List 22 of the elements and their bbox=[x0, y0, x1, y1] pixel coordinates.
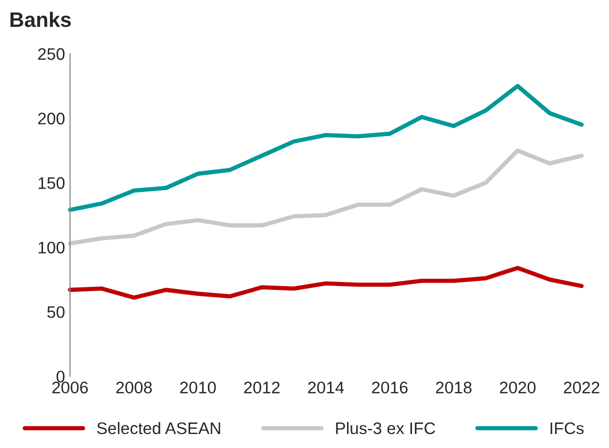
y-tick-label: 150 bbox=[38, 177, 65, 189]
y-tick-label: 250 bbox=[38, 48, 65, 60]
x-tick-label: 2016 bbox=[372, 382, 408, 394]
x-tick-label: 2018 bbox=[436, 382, 472, 394]
x-tick-label: 2012 bbox=[244, 382, 280, 394]
x-tick-label: 2008 bbox=[116, 382, 152, 394]
x-tick-label: 2014 bbox=[308, 382, 344, 394]
x-tick-label: 2020 bbox=[500, 382, 536, 394]
x-tick-label: 2006 bbox=[52, 382, 88, 394]
line-series bbox=[68, 84, 584, 212]
legend-label: IFCs bbox=[550, 422, 584, 434]
chart-title: Banks bbox=[10, 12, 71, 28]
line-series bbox=[68, 266, 584, 300]
legend-label: Plus-3 ex IFC bbox=[336, 422, 436, 434]
line-series bbox=[68, 148, 584, 246]
y-tick-label: 0 bbox=[56, 370, 65, 383]
x-tick-label: 2010 bbox=[180, 382, 216, 394]
x-tick-label: 2022 bbox=[564, 382, 600, 394]
y-tick-label: 50 bbox=[47, 306, 65, 318]
y-tick-label: 200 bbox=[38, 112, 65, 124]
y-tick-label: 100 bbox=[38, 242, 65, 254]
legend-label: Selected ASEAN bbox=[97, 422, 220, 434]
